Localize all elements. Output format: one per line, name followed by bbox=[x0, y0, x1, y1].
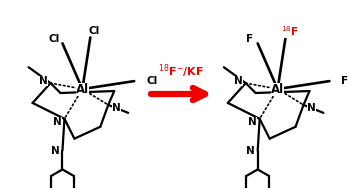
Text: N: N bbox=[307, 103, 316, 113]
Text: N: N bbox=[39, 76, 48, 86]
Text: $^{18}$F$^{-}$/KF: $^{18}$F$^{-}$/KF bbox=[158, 63, 205, 80]
Text: Cl: Cl bbox=[146, 76, 157, 86]
Text: F: F bbox=[341, 76, 349, 86]
Text: N: N bbox=[53, 117, 62, 127]
Text: N: N bbox=[234, 76, 243, 86]
Text: N: N bbox=[51, 146, 60, 156]
Text: F: F bbox=[246, 34, 253, 44]
Text: $^{18}$F: $^{18}$F bbox=[281, 25, 299, 38]
Text: Cl: Cl bbox=[89, 26, 100, 36]
Text: Al: Al bbox=[271, 83, 284, 96]
Text: N: N bbox=[246, 146, 255, 156]
Text: N: N bbox=[248, 117, 257, 127]
Text: N: N bbox=[112, 103, 121, 113]
Text: Cl: Cl bbox=[49, 34, 60, 44]
Text: Al: Al bbox=[76, 83, 89, 96]
